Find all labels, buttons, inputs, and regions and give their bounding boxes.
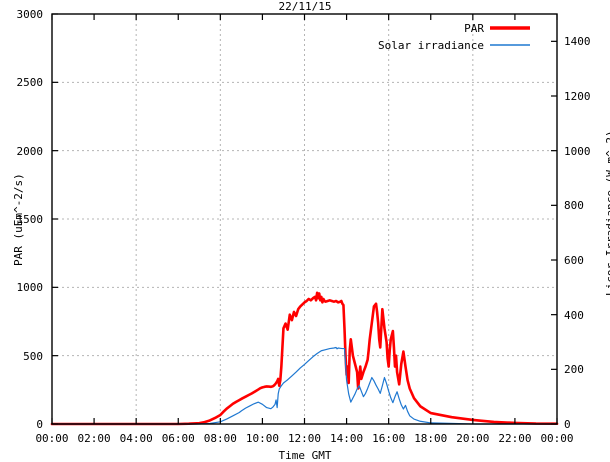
xtick-label: 00:00 — [540, 432, 574, 445]
series-line-solar-irradiance — [51, 346, 558, 425]
y-axis-title-left: PAR (uEm^-2/s) — [12, 173, 25, 266]
xtick-label: 20:00 — [456, 432, 490, 445]
legend-label-par: PAR — [464, 22, 484, 35]
ytick-label-right: 600 — [564, 254, 584, 267]
y-axis-title-right: Licor Irradiance (W m^-2) — [604, 130, 610, 296]
xtick-label: 22:00 — [498, 432, 532, 445]
xtick-label: 14:00 — [330, 432, 364, 445]
ytick-label-right: 0 — [564, 418, 571, 431]
xtick-label: 00:00 — [35, 432, 69, 445]
xtick-label: 06:00 — [161, 432, 195, 445]
ytick-label-left: 2000 — [16, 144, 44, 158]
xtick-label: 02:00 — [77, 432, 111, 445]
x-axis-title: Time GMT — [278, 449, 332, 462]
xtick-label: 16:00 — [372, 432, 406, 445]
ytick-label-right: 800 — [564, 199, 584, 213]
ytick-label-left: 1500 — [16, 213, 44, 226]
chart-title: 22/11/15 — [278, 0, 332, 13]
ytick-label-right: 1000 — [564, 144, 591, 158]
ytick-label-left: 2500 — [16, 76, 44, 90]
xtick-label: 18:00 — [414, 432, 448, 445]
series-line-par — [50, 291, 559, 426]
ytick-label-right: 400 — [564, 308, 584, 322]
ytick-label-right: 1200 — [564, 90, 591, 103]
ytick-label-right: 1400 — [564, 35, 591, 49]
xtick-label: 10:00 — [245, 432, 279, 445]
ytick-label-left: 0 — [36, 418, 43, 431]
ytick-label-left: 500 — [23, 349, 43, 363]
ytick-label-right: 200 — [564, 363, 584, 377]
ytick-label-left: 3000 — [16, 8, 44, 21]
xtick-label: 08:00 — [203, 432, 237, 445]
ytick-label-left: 1000 — [16, 281, 44, 295]
xtick-label: 04:00 — [119, 432, 153, 445]
xtick-label: 12:00 — [287, 432, 322, 445]
legend-label-solar-irradiance: Solar irradiance — [378, 39, 484, 52]
